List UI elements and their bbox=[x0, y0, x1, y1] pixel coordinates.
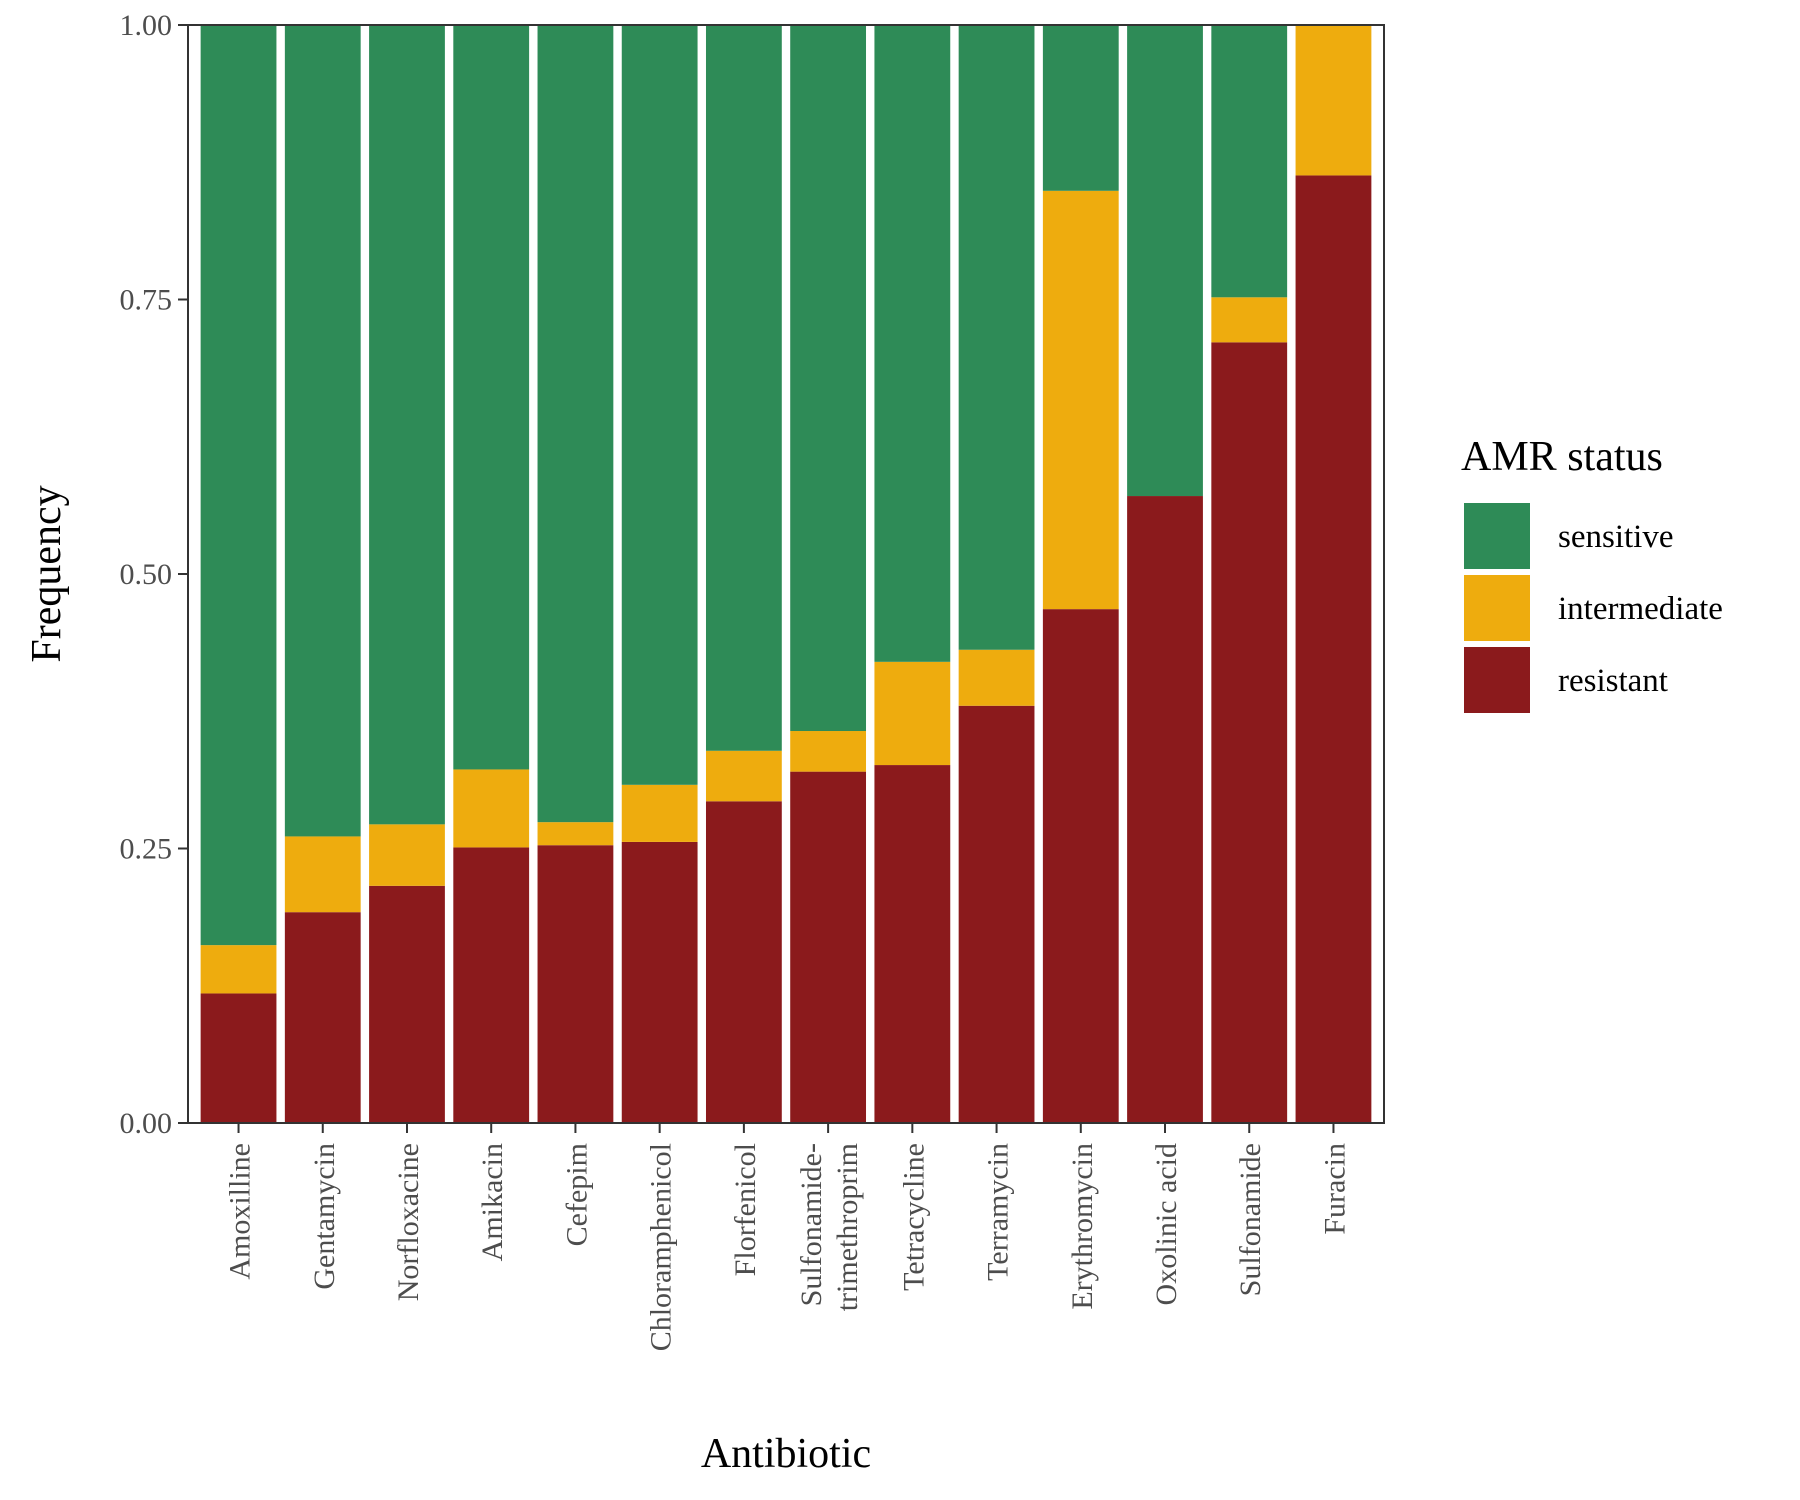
bar-tetracycline-sensitive bbox=[874, 25, 951, 662]
bar-tetracycline-intermediate bbox=[874, 661, 951, 766]
bar-sulfonamide-resistant bbox=[1211, 342, 1288, 1123]
bar-amoxilline-resistant bbox=[200, 993, 277, 1123]
y-tick-label: 1.00 bbox=[120, 9, 173, 42]
x-tick-label-amikacin: Amikacin bbox=[476, 1143, 509, 1261]
bar-terramycin-sensitive bbox=[958, 25, 1035, 650]
bar-sulfonamide-intermediate bbox=[1211, 297, 1288, 343]
bar-sulfonamide-trimethroprim-resistant bbox=[790, 771, 867, 1123]
bar-amikacin-sensitive bbox=[453, 25, 530, 770]
x-axis-title: Antibiotic bbox=[701, 1431, 871, 1477]
x-tick-label-norfloxacine: Norfloxacine bbox=[392, 1143, 425, 1301]
x-tick-label-florfenicol: Florfenicol bbox=[729, 1143, 762, 1276]
bar-chloramphenicol-intermediate bbox=[621, 784, 698, 842]
bar-sulfonamide-sensitive bbox=[1211, 25, 1288, 298]
x-tick-label-gentamycin: Gentamycin bbox=[308, 1143, 341, 1290]
x-tick-label-erythromycin: Erythromycin bbox=[1066, 1143, 1099, 1310]
x-tick-label-amoxilline: Amoxilline bbox=[224, 1143, 257, 1280]
bar-terramycin-intermediate bbox=[958, 649, 1035, 706]
bar-chloramphenicol-resistant bbox=[621, 841, 698, 1123]
bar-sulfonamide-trimethroprim-intermediate bbox=[790, 731, 867, 772]
bar-amikacin-intermediate bbox=[453, 769, 530, 848]
bar-florfenicol-resistant bbox=[705, 801, 782, 1123]
x-axis: Amoxilline Gentamycin Norfloxacine Amikacin… bbox=[224, 1123, 1351, 1351]
bar-erythromycin-resistant bbox=[1042, 609, 1119, 1123]
legend-key-sensitive bbox=[1464, 503, 1530, 569]
bar-cefepim-sensitive bbox=[537, 25, 614, 823]
x-tick-label-sulfonamide-trimethroprim: Sulfonamide- bbox=[795, 1143, 828, 1306]
bar-florfenicol-sensitive bbox=[705, 25, 782, 751]
bar-amoxilline-sensitive bbox=[200, 25, 277, 946]
x-tick-label-oxolinic-acid: Oxolinic acid bbox=[1150, 1143, 1183, 1305]
legend-label-sensitive: sensitive bbox=[1558, 519, 1673, 555]
x-tick-label-sulfonamide-trimethroprim: trimethroprim bbox=[831, 1143, 864, 1311]
bar-chloramphenicol-sensitive bbox=[621, 25, 698, 785]
bar-furacin-resistant bbox=[1295, 175, 1372, 1123]
y-tick-label: 0.50 bbox=[120, 558, 173, 591]
bar-norfloxacine-resistant bbox=[369, 885, 445, 1123]
bar-amoxilline-intermediate bbox=[200, 945, 277, 994]
bar-gentamycin-sensitive bbox=[284, 25, 361, 837]
y-axis: 0.00 0.25 0.50 0.75 1.00 bbox=[120, 9, 188, 1140]
bar-tetracycline-resistant bbox=[874, 765, 951, 1123]
bar-norfloxacine-sensitive bbox=[369, 25, 445, 825]
bar-sulfonamide-trimethroprim-sensitive bbox=[790, 25, 867, 732]
x-tick-label-furacin: Furacin bbox=[1318, 1143, 1351, 1235]
legend-key-resistant bbox=[1464, 647, 1530, 713]
bar-furacin-intermediate bbox=[1295, 25, 1372, 176]
y-axis-title: Frequency bbox=[24, 485, 70, 662]
bar-oxolinic-acid-resistant bbox=[1127, 496, 1203, 1123]
bar-norfloxacine-intermediate bbox=[369, 824, 445, 886]
legend-label-intermediate: intermediate bbox=[1558, 591, 1723, 627]
bar-erythromycin-intermediate bbox=[1042, 190, 1119, 610]
x-tick-label-sulfonamide: Sulfonamide bbox=[1234, 1143, 1267, 1296]
bar-amikacin-resistant bbox=[453, 847, 530, 1123]
bar-cefepim-intermediate bbox=[537, 822, 614, 846]
x-tick-label-terramycin: Terramycin bbox=[982, 1143, 1015, 1281]
panel-border bbox=[187, 24, 1385, 1124]
legend-label-resistant: resistant bbox=[1558, 663, 1668, 699]
x-tick-label-tetracycline: Tetracycline bbox=[897, 1143, 930, 1291]
x-tick-label-chloramphenicol: Chloramphenicol bbox=[645, 1143, 678, 1351]
legend-key-intermediate bbox=[1464, 575, 1530, 641]
y-tick-label: 0.75 bbox=[120, 284, 173, 317]
legend-title: AMR status bbox=[1461, 434, 1663, 480]
bar-terramycin-resistant bbox=[958, 705, 1035, 1123]
legend: AMR status sensitive intermediate resistan… bbox=[1461, 434, 1723, 713]
bar-florfenicol-intermediate bbox=[705, 750, 782, 802]
bar-gentamycin-intermediate bbox=[284, 836, 361, 913]
y-tick-label: 0.25 bbox=[120, 833, 173, 866]
bar-erythromycin-sensitive bbox=[1042, 25, 1119, 191]
bar-cefepim-resistant bbox=[537, 845, 614, 1123]
bar-gentamycin-resistant bbox=[284, 912, 361, 1123]
y-tick-label: 0.00 bbox=[120, 1107, 173, 1140]
bars-layer bbox=[200, 25, 1372, 1123]
x-tick-label-cefepim: Cefepim bbox=[560, 1143, 593, 1246]
bar-oxolinic-acid-sensitive bbox=[1127, 25, 1203, 497]
